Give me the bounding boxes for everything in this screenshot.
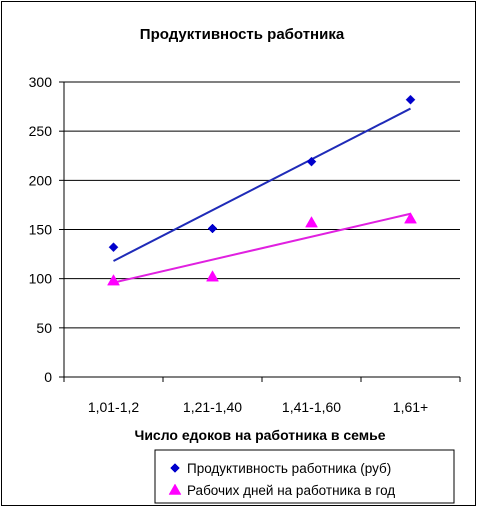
data-marks (107, 94, 417, 286)
y-tick-label: 100 (29, 271, 53, 287)
x-tick-label: 1,21-1,40 (183, 399, 242, 415)
legend: Продуктивность работника (руб) Рабочих дн… (154, 449, 455, 504)
y-tick-label: 250 (29, 123, 53, 139)
x-tick-label: 1,41-1,60 (282, 399, 341, 415)
data-point-series-1 (108, 242, 119, 253)
trendline-series-1 (113, 107, 411, 262)
trend-lines (113, 107, 411, 284)
x-tick-label: 1,61+ (393, 399, 428, 415)
data-point-series-1 (207, 223, 218, 234)
legend-marker-series-2 (168, 483, 182, 495)
data-point-series-2 (107, 274, 120, 286)
x-tick-label: 1,01-1,2 (88, 399, 140, 415)
grid-lines (64, 81, 460, 329)
y-tick-label: 200 (29, 172, 53, 188)
chart-title: Продуктивность работника (140, 26, 345, 43)
data-point-series-2 (206, 270, 219, 282)
y-tick-label: 50 (36, 320, 52, 336)
y-tick-label: 300 (29, 74, 53, 90)
legend-label-series-1: Продуктивность работника (руб) (187, 461, 391, 476)
x-axis-label: Число едоков на работника в семье (134, 427, 385, 443)
tick-labels: 0 50 100 150 200 250 300 1,01-1,2 1,21-1,40 1,41-… (29, 74, 429, 415)
axes (59, 81, 461, 382)
data-point-series-1 (306, 156, 317, 167)
data-point-series-1 (405, 94, 416, 105)
legend-box (154, 449, 455, 504)
legend-marker-series-1 (170, 463, 180, 473)
legend-label-series-2: Рабочих дней на работника в год (187, 483, 395, 498)
y-tick-label: 150 (29, 222, 53, 238)
trendline-series-2 (113, 212, 411, 284)
y-tick-label: 0 (44, 369, 52, 385)
data-point-series-2 (305, 216, 318, 228)
data-point-series-2 (404, 212, 417, 224)
